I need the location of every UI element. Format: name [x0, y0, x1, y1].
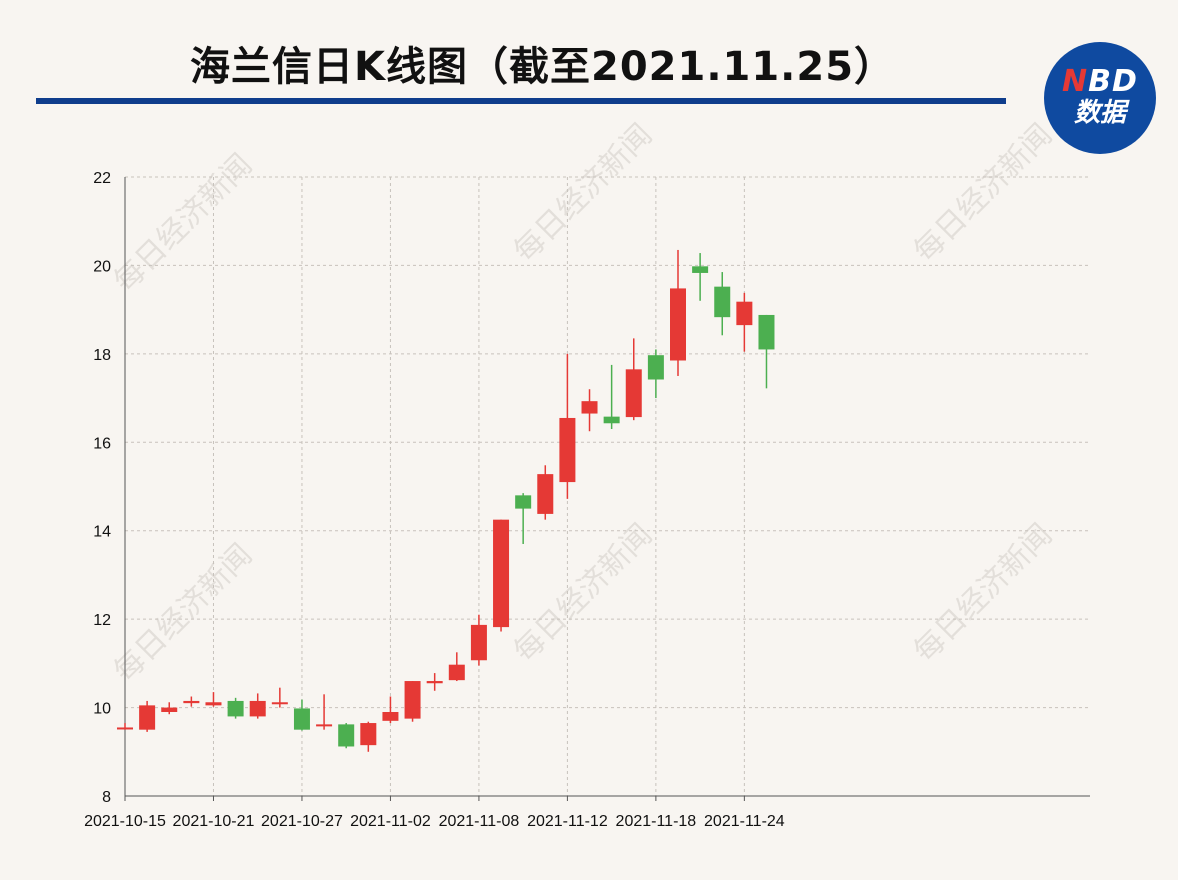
y-tick-label: 12: [93, 612, 111, 629]
candle: [714, 272, 731, 336]
candle-body: [736, 301, 753, 326]
candle: [625, 338, 642, 421]
watermark-text: 每日经济新闻: [507, 517, 659, 669]
candle-body: [692, 266, 709, 273]
candle: [183, 696, 200, 707]
x-tick-label: 2021-11-02: [350, 813, 431, 830]
candle-body: [404, 681, 421, 719]
candle: [271, 687, 288, 708]
candle: [470, 614, 487, 666]
y-tick-label: 16: [93, 435, 111, 452]
candle-body: [360, 723, 377, 746]
x-tick-label: 2021-10-15: [84, 813, 166, 830]
candle-body: [625, 369, 642, 418]
x-tick-label: 2021-11-12: [527, 813, 608, 830]
candle: [515, 493, 532, 544]
logo-text-data: 数据: [1073, 98, 1126, 128]
candle: [139, 700, 156, 732]
candle: [493, 519, 510, 632]
y-tick-label: 14: [93, 524, 111, 541]
candle-body: [426, 681, 443, 684]
nbd-logo: NBD 数据: [1044, 42, 1156, 154]
candle: [559, 353, 576, 499]
candle-body: [647, 355, 664, 380]
y-tick-label: 18: [93, 347, 111, 364]
candle-body: [316, 724, 333, 727]
candle: [647, 349, 664, 399]
candle: [404, 681, 421, 722]
candle: [227, 697, 244, 719]
candle-body: [117, 727, 133, 730]
candle-body: [249, 700, 266, 717]
candle-body: [581, 401, 598, 414]
watermark-text: 每日经济新闻: [507, 117, 659, 269]
chart-title: 海兰信日K线图（截至2021.11.25）: [190, 44, 896, 90]
candle: [537, 465, 554, 520]
watermark-text: 每日经济新闻: [107, 537, 259, 689]
y-tick-label: 10: [93, 701, 111, 718]
candle-body: [271, 702, 288, 705]
watermark-text: 每日经济新闻: [907, 517, 1059, 669]
candle-body: [183, 700, 200, 704]
candle: [360, 721, 377, 752]
candle-body: [559, 417, 576, 483]
chart-grid: [125, 176, 1090, 797]
candle-body: [493, 519, 510, 628]
watermark-text: 每日经济新闻: [907, 117, 1059, 269]
x-tick-label: 2021-10-27: [261, 813, 343, 830]
candle-body: [714, 286, 731, 318]
candle: [581, 389, 598, 432]
y-tick-label: 8: [102, 789, 111, 806]
candle: [205, 692, 222, 707]
candle-body: [537, 474, 554, 514]
candle-body: [382, 711, 399, 721]
candle: [316, 694, 333, 730]
candle-body: [603, 416, 620, 424]
candle: [338, 723, 355, 749]
candle: [758, 314, 775, 389]
candle-series: [117, 249, 775, 752]
candle-body: [139, 705, 156, 730]
x-tick-label: 2021-10-21: [173, 813, 255, 830]
candle: [692, 253, 709, 301]
candle: [603, 364, 620, 430]
candle: [249, 693, 266, 719]
logo-letter-n: N: [1062, 64, 1089, 99]
candle: [736, 292, 753, 352]
chart-axes: 8 10 12 14 16 18 20 22 2021-10-15 2021-10-21 2021-…: [84, 170, 1090, 830]
y-tick-label: 20: [93, 258, 111, 275]
watermark-text: 每日经济新闻: [107, 147, 259, 299]
candle-body: [515, 495, 532, 509]
candle-body: [293, 708, 310, 730]
candle-body: [758, 314, 775, 350]
candle: [448, 652, 465, 682]
logo-text-nbd: NBD: [1062, 67, 1138, 97]
candle: [161, 702, 178, 715]
candle-body: [161, 707, 178, 712]
candle-body: [670, 288, 686, 361]
candle: [670, 249, 686, 376]
x-tick-label: 2021-11-08: [439, 813, 520, 830]
title-underline: [36, 98, 1006, 104]
candle-body: [205, 702, 222, 706]
candle: [117, 723, 133, 730]
y-tick-label: 22: [93, 170, 111, 187]
candle-body: [227, 700, 244, 717]
candle-body: [448, 664, 465, 681]
candle: [382, 696, 399, 724]
candle-body: [338, 724, 355, 747]
candle: [426, 673, 443, 691]
x-tick-label: 2021-11-24: [704, 813, 785, 830]
candle: [293, 699, 310, 731]
candle-body: [470, 624, 487, 661]
x-tick-label: 2021-11-18: [616, 813, 697, 830]
logo-letters-bd: BD: [1088, 64, 1138, 99]
